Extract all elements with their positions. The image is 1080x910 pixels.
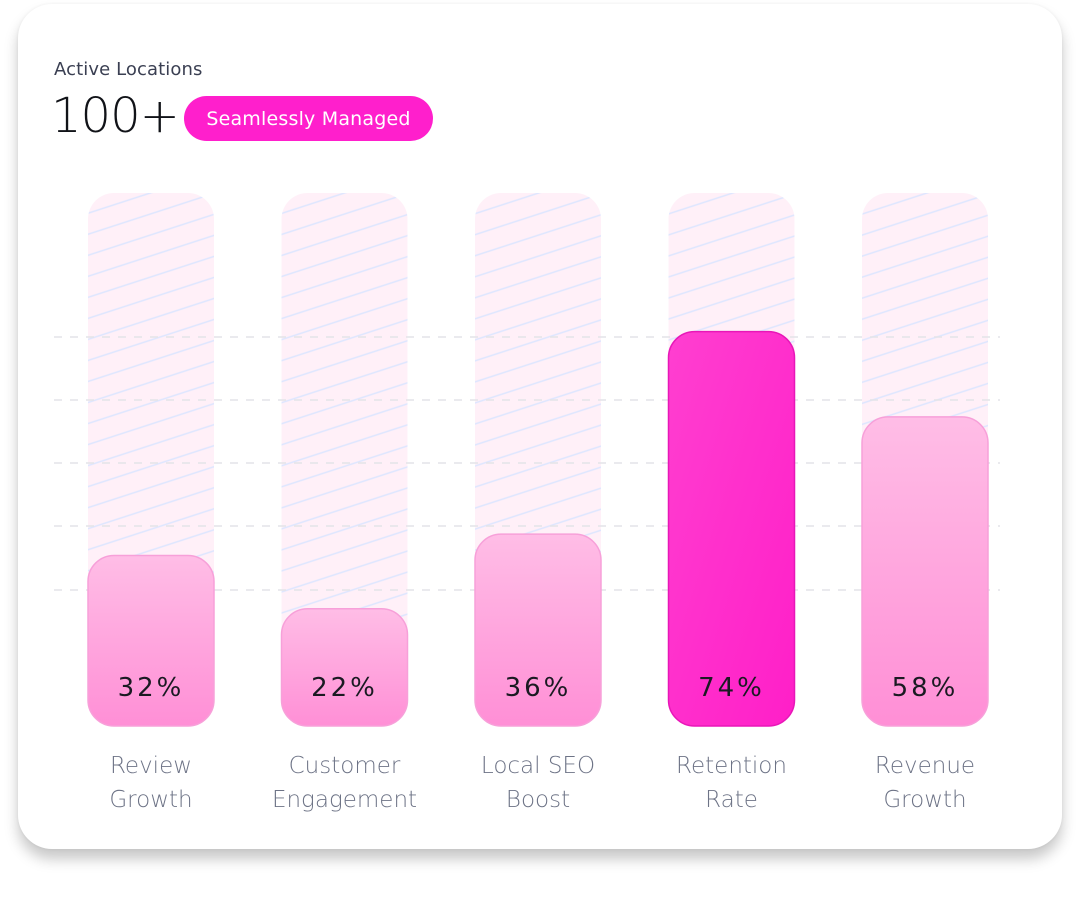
bar-track (281, 193, 408, 726)
bar (87, 554, 215, 727)
gridlines (54, 336, 1000, 591)
bar (280, 607, 409, 727)
category-label: Review Growth (109, 753, 193, 813)
bar-value-label: 74% (698, 673, 765, 703)
bar (861, 416, 989, 727)
category-label: Revenue Growth (874, 753, 976, 813)
bar-value-label: 22% (311, 673, 378, 703)
active-locations-count: 100+ (51, 88, 180, 144)
category-label: Local SEO Boost (480, 753, 596, 813)
bar (474, 533, 602, 727)
card-subtitle: Active Locations (54, 59, 203, 80)
bar (667, 330, 796, 727)
category-label: Retention Rate (676, 753, 787, 813)
category-label: Customer Engagement (271, 753, 418, 813)
status-badge: Seamlessly Managed (184, 96, 433, 141)
bar-value-label: 36% (505, 673, 572, 703)
value-labels: 32% 22% 36% 74% 58% (118, 673, 959, 703)
bars (87, 330, 989, 727)
bar-value-label: 32% (118, 673, 185, 703)
bar-value-label: 58% (892, 673, 959, 703)
